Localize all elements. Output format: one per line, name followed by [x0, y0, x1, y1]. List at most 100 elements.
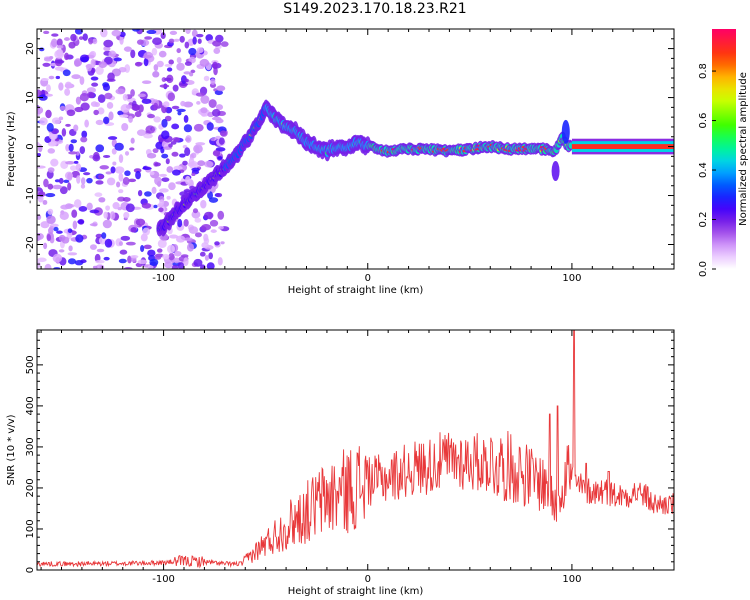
noise-blob: [111, 29, 122, 37]
noise-blob: [156, 248, 163, 253]
noise-blob: [157, 239, 167, 249]
noise-blob: [90, 76, 99, 81]
y-tick-label: 200: [25, 478, 36, 497]
noise-blob: [78, 205, 88, 212]
noise-blob: [92, 38, 98, 45]
noise-blob: [47, 148, 56, 154]
noise-blob: [82, 33, 88, 41]
noise-blob: [183, 114, 189, 123]
noise-blob: [74, 60, 81, 67]
noise-blob: [89, 209, 100, 214]
noise-blob: [104, 56, 113, 65]
noise-blob: [144, 36, 153, 40]
noise-blob: [76, 175, 81, 184]
noise-blob: [161, 177, 170, 182]
y-tick-label: 500: [25, 355, 36, 374]
noise-blob: [177, 111, 182, 116]
noise-blob: [204, 211, 214, 220]
noise-blob: [184, 41, 190, 49]
noise-blob: [98, 197, 106, 203]
noise-blob: [129, 147, 135, 151]
chart-title: S149.2023.170.18.23.R21: [283, 1, 467, 17]
noise-blob: [201, 242, 209, 249]
noise-blob: [160, 32, 166, 40]
noise-blob: [200, 107, 208, 114]
noise-blob: [167, 244, 175, 254]
noise-blob: [168, 182, 176, 191]
noise-blob: [136, 39, 144, 45]
noise-blob: [200, 199, 207, 209]
noise-blob: [183, 101, 194, 108]
noise-blob: [98, 174, 105, 179]
noise-blob: [95, 233, 103, 239]
noise-blob: [151, 47, 158, 56]
noise-blob: [154, 162, 161, 167]
noise-blob: [167, 92, 176, 102]
noise-blob: [203, 75, 210, 82]
noise-blob: [44, 263, 52, 269]
noise-blob: [52, 184, 63, 190]
noise-blob: [117, 110, 124, 116]
y-tick-label: -10: [25, 187, 36, 203]
noise-blob: [213, 47, 221, 55]
colorbar-tick-label: 0.6: [698, 113, 709, 129]
noise-blob: [86, 202, 93, 211]
noise-blob: [70, 139, 78, 144]
noise-blob: [60, 204, 70, 210]
noise-blob: [47, 141, 57, 147]
noise-blob: [176, 62, 185, 71]
noise-blob: [86, 63, 92, 72]
ridge-halo: [551, 161, 560, 182]
noise-blob: [147, 113, 155, 119]
noise-blob: [58, 116, 64, 121]
noise-blob: [103, 211, 108, 219]
noise-blob: [173, 257, 180, 264]
noise-blob: [37, 144, 43, 153]
noise-blob: [169, 30, 178, 35]
noise-blob: [192, 36, 197, 45]
noise-blob: [177, 218, 183, 228]
noise-blob: [71, 74, 81, 80]
noise-blob: [94, 192, 103, 197]
noise-blob: [134, 61, 143, 67]
y-tick-label: 20: [25, 42, 36, 55]
noise-blob: [153, 102, 159, 111]
noise-blob: [42, 199, 48, 205]
noise-blob: [212, 150, 221, 157]
noise-blob: [63, 179, 70, 184]
noise-blob: [103, 46, 111, 52]
noise-blob: [37, 257, 47, 263]
noise-blob: [41, 77, 49, 82]
noise-blob: [97, 94, 106, 103]
noise-blob: [141, 98, 152, 104]
noise-blob: [137, 93, 146, 98]
noise-blob: [215, 192, 223, 198]
noise-blob: [203, 160, 214, 168]
noise-blob: [58, 234, 66, 242]
noise-blob: [80, 136, 88, 143]
noise-blob: [147, 264, 154, 269]
noise-blob: [132, 104, 140, 111]
noise-blob: [195, 142, 206, 146]
noise-blob: [171, 105, 180, 110]
noise-blob: [152, 37, 162, 46]
noise-blob: [140, 233, 148, 242]
noise-blob: [176, 108, 186, 113]
noise-blob: [192, 208, 199, 214]
noise-blob: [220, 41, 229, 47]
noise-blob: [217, 210, 225, 220]
noise-blob: [217, 156, 223, 160]
noise-blob: [161, 153, 169, 159]
noise-blob: [179, 35, 185, 43]
noise-blob: [188, 47, 197, 56]
noise-blob: [70, 165, 77, 171]
x-tick-label: 100: [562, 273, 581, 284]
noise-blob: [168, 143, 173, 148]
noise-blob: [189, 72, 194, 77]
noise-blob: [127, 255, 132, 264]
noise-blob: [122, 197, 131, 202]
noise-blob: [208, 99, 217, 108]
noise-blob: [184, 61, 192, 66]
noise-blob: [59, 211, 69, 221]
noise-blob: [183, 257, 189, 267]
